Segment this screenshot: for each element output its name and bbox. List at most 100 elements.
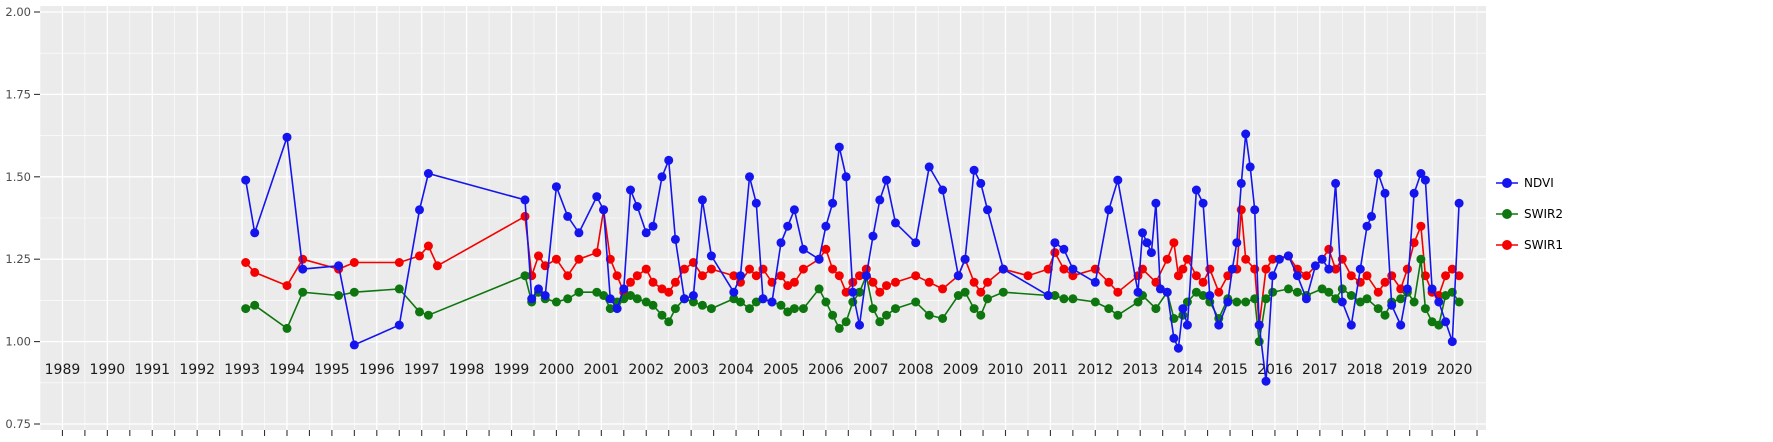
data-point-ndvi [729, 287, 739, 297]
data-point-swir1 [626, 277, 635, 287]
data-point-ndvi [1050, 238, 1060, 248]
data-point-swir2 [349, 287, 359, 297]
data-point-ndvi [632, 202, 642, 211]
data-point-ndvi [1232, 238, 1242, 248]
data-point-ndvi [855, 320, 864, 330]
x-tick-label: 1998 [449, 362, 485, 378]
data-point-ndvi [1317, 254, 1327, 264]
data-point-swir1 [706, 264, 716, 274]
data-point-swir1 [841, 287, 851, 297]
data-point-swir1 [1396, 284, 1406, 294]
data-point-swir2 [1373, 304, 1383, 314]
data-point-swir2 [1331, 294, 1341, 304]
x-tick-label: 1995 [314, 362, 350, 378]
x-tick-label: 2017 [1302, 362, 1338, 378]
data-point-ndvi [1113, 175, 1123, 185]
data-point-ndvi [1409, 188, 1419, 198]
data-point-swir1 [648, 277, 658, 287]
data-point-swir1 [534, 251, 543, 261]
data-point-swir2 [688, 297, 698, 307]
data-point-swir2 [1191, 287, 1201, 297]
x-tick-label: 1993 [224, 362, 260, 378]
data-point-swir2 [1346, 291, 1356, 300]
data-point-swir2 [1441, 291, 1451, 300]
data-point-swir1 [657, 284, 667, 294]
data-point-ndvi [574, 228, 584, 238]
data-point-swir1 [1324, 244, 1334, 254]
data-point-ndvi [697, 195, 707, 205]
data-point-ndvi [1169, 333, 1179, 343]
data-point-swir1 [1409, 238, 1419, 248]
data-point-swir2 [657, 310, 667, 320]
x-tick-label: 1999 [494, 362, 530, 378]
data-point-ndvi [664, 155, 674, 165]
y-tick-label: 1.75 [5, 87, 31, 101]
data-point-ndvi [1178, 304, 1188, 314]
data-point-ndvi [520, 195, 530, 205]
data-point-ndvi [789, 205, 799, 215]
data-point-swir1 [1454, 271, 1464, 281]
data-point-ndvi [875, 195, 885, 205]
data-point-ndvi [1454, 198, 1464, 208]
legend-item-swir1: SWIR1 [1494, 234, 1563, 256]
data-point-swir2 [1283, 284, 1293, 294]
data-point-ndvi [1362, 221, 1372, 231]
x-tick-label: 2004 [718, 362, 754, 378]
data-point-swir2 [670, 304, 680, 314]
legend-label-swir2: SWIR2 [1524, 207, 1563, 221]
data-point-ndvi [349, 340, 359, 350]
data-point-swir2 [891, 304, 900, 314]
data-point-swir1 [1441, 271, 1451, 281]
data-point-swir1 [520, 211, 530, 221]
data-point-ndvi [423, 169, 433, 178]
data-point-swir2 [1232, 297, 1242, 307]
data-point-ndvi [1138, 228, 1147, 238]
data-point-swir1 [729, 271, 739, 281]
data-point-swir1 [432, 261, 442, 271]
data-point-swir2 [841, 317, 851, 327]
x-tick-label: 2006 [808, 362, 844, 378]
data-point-ndvi [960, 254, 970, 264]
data-point-ndvi [834, 142, 844, 152]
data-point-swir1 [664, 287, 674, 297]
data-point-ndvi [619, 284, 629, 294]
data-point-swir1 [776, 271, 786, 281]
data-point-ndvi [599, 205, 609, 215]
data-point-ndvi [679, 294, 689, 304]
data-point-swir1 [882, 281, 891, 291]
data-point-swir1 [612, 271, 622, 281]
data-point-ndvi [1059, 244, 1069, 254]
data-point-swir2 [1059, 294, 1069, 304]
x-tick-label: 2015 [1212, 362, 1248, 378]
data-point-swir2 [882, 310, 891, 320]
data-point-ndvi [1191, 185, 1201, 195]
data-point-swir1 [394, 258, 404, 267]
data-point-swir2 [298, 287, 308, 297]
data-point-ndvi [841, 172, 851, 182]
data-point-swir2 [729, 294, 739, 304]
data-point-swir2 [641, 297, 651, 307]
data-point-swir2 [814, 284, 824, 294]
data-point-ndvi [1268, 271, 1278, 281]
data-point-swir1 [1331, 264, 1341, 274]
data-point-swir1 [670, 277, 680, 287]
data-point-swir2 [1068, 294, 1078, 304]
y-tick-label: 1.25 [5, 252, 31, 266]
data-point-swir1 [551, 254, 561, 264]
data-point-swir1 [1447, 264, 1457, 274]
data-point-ndvi [1254, 320, 1264, 330]
data-point-swir2 [1250, 294, 1260, 304]
data-point-ndvi [334, 261, 344, 271]
data-point-swir2 [1355, 297, 1365, 307]
data-point-swir2 [1420, 304, 1430, 314]
data-point-swir2 [1396, 294, 1406, 304]
legend: NDVI SWIR2 SWIR1 [1494, 172, 1563, 256]
data-point-ndvi [641, 228, 651, 238]
data-point-swir1 [924, 277, 934, 287]
data-point-swir2 [648, 300, 658, 310]
x-tick-label: 2000 [539, 362, 575, 378]
x-tick-label: 2014 [1167, 362, 1203, 378]
data-point-swir1 [1169, 238, 1179, 248]
data-point-swir2 [783, 307, 793, 317]
